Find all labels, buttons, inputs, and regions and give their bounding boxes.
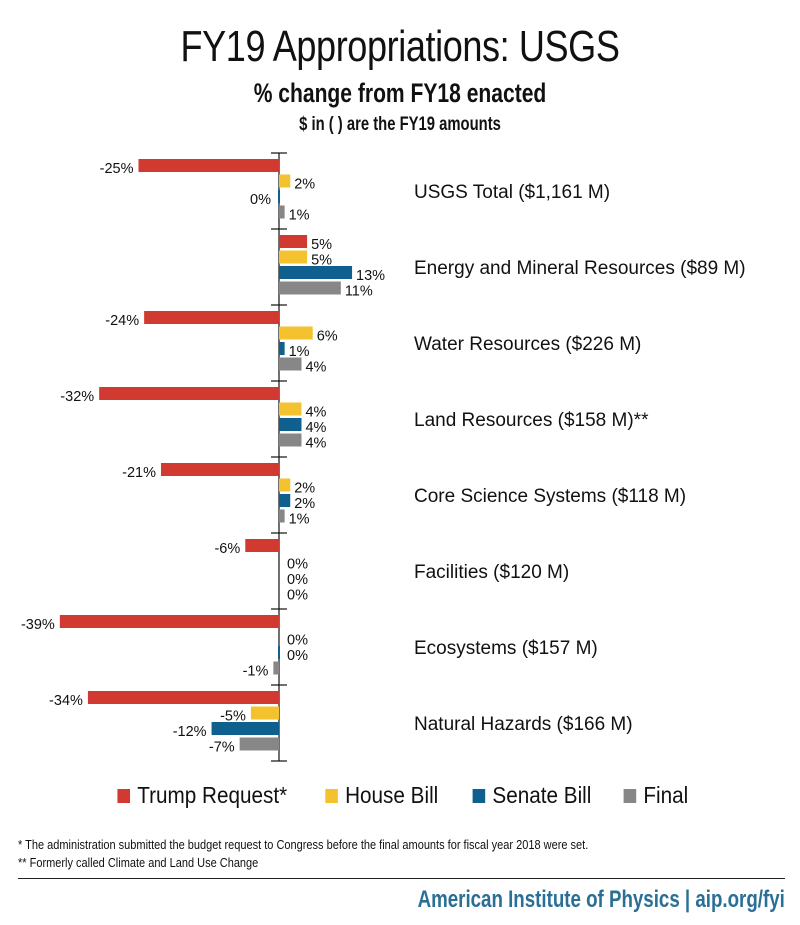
data-label: 4% — [305, 420, 326, 436]
data-label: -24% — [105, 313, 139, 329]
bar-trump-request — [87, 691, 279, 704]
bar-house-bill — [279, 402, 302, 416]
data-label: -5% — [220, 709, 246, 725]
data-label: 0% — [287, 572, 308, 588]
data-label: -32% — [60, 389, 94, 405]
data-label: 4% — [305, 405, 326, 421]
data-label: -7% — [209, 740, 235, 756]
legend-item-house-bill: House Bill — [324, 782, 438, 809]
legend-label: House Bill — [344, 782, 438, 808]
data-label: 4% — [305, 360, 326, 376]
category-label: Natural Hazards ($166 M) — [414, 714, 633, 735]
bar-chart: USGS Total ($1,161 M) -25% 2% 0% 1% Energy an… — [21, 152, 746, 762]
data-label: 1% — [289, 512, 310, 528]
bar-trump-request — [160, 463, 279, 476]
chart-subtitle: % change from FY18 enacted — [253, 78, 547, 108]
data-label: 1% — [289, 344, 310, 360]
data-label: -6% — [214, 541, 240, 557]
legend-item-final: Final — [623, 782, 689, 809]
legend: Trump Request* House Bill Senate Bill Fi… — [0, 782, 800, 809]
bar-final — [239, 737, 279, 751]
bar-house-bill — [250, 706, 279, 720]
chart-subtitle-note: $ in ( ) are the FY19 amounts — [299, 114, 501, 135]
legend-item-senate-bill: Senate Bill — [472, 782, 592, 809]
bar-trump-request — [245, 539, 279, 552]
legend-item-trump-request: Trump Request* — [117, 782, 287, 809]
bar-final — [279, 281, 341, 295]
data-label: 1% — [289, 208, 310, 224]
data-label: -12% — [173, 724, 207, 740]
bar-trump-request — [279, 235, 308, 248]
data-label: 2% — [294, 496, 315, 512]
footnote-2: ** Formerly called Climate and Land Use … — [18, 856, 259, 870]
category-label: Ecosystems ($157 M) — [414, 638, 598, 659]
data-label: 0% — [250, 192, 271, 208]
data-label: 5% — [311, 253, 332, 269]
data-label: 0% — [287, 588, 308, 604]
bar-house-bill — [279, 326, 313, 340]
bar-house-bill — [279, 250, 308, 264]
bar-senate-bill — [279, 342, 285, 355]
bar-senate-bill — [278, 190, 280, 203]
credit: American Institute of Physics | aip.org/… — [417, 886, 785, 913]
data-label: -39% — [21, 617, 55, 633]
data-label: -1% — [243, 664, 269, 680]
category-label: Energy and Mineral Resources ($89 M) — [414, 258, 746, 279]
chart-title: FY19 Appropriations: USGS — [180, 22, 620, 71]
bar-final — [279, 433, 302, 447]
bar-final — [279, 509, 285, 523]
bar-trump-request — [144, 311, 279, 324]
legend-swatch-senate-bill — [472, 788, 486, 803]
bar-trump-request — [99, 387, 279, 400]
data-label: 4% — [305, 436, 326, 452]
bar-trump-request — [138, 159, 279, 172]
legend-swatch-house-bill — [324, 788, 338, 803]
footnote-1: * The administration submitted the budge… — [18, 838, 589, 852]
bar-final — [279, 205, 285, 219]
data-label: 2% — [294, 177, 315, 193]
legend-label: Trump Request* — [137, 782, 288, 808]
data-label: 0% — [287, 557, 308, 573]
bar-house-bill — [279, 174, 291, 188]
data-label: -21% — [122, 465, 156, 481]
bar-senate-bill — [279, 266, 353, 279]
data-label: -34% — [49, 693, 83, 709]
category-label: Water Resources ($226 M) — [414, 334, 641, 355]
legend-swatch-final — [623, 788, 637, 803]
bar-senate-bill — [211, 722, 279, 735]
data-label: 6% — [317, 329, 338, 345]
category-label: Core Science Systems ($118 M) — [414, 486, 686, 507]
category-label: USGS Total ($1,161 M) — [414, 182, 610, 203]
data-label: 13% — [356, 268, 385, 284]
data-label: 2% — [294, 481, 315, 497]
bar-final — [273, 661, 279, 675]
data-label: 0% — [287, 633, 308, 649]
legend-swatch-trump-request — [117, 788, 131, 803]
bar-final — [279, 357, 302, 371]
category-label: Facilities ($120 M) — [414, 562, 569, 583]
bar-trump-request — [59, 615, 279, 628]
bar-senate-bill — [279, 418, 302, 431]
bar-house-bill — [279, 478, 291, 492]
data-label: 0% — [287, 648, 308, 664]
bar-senate-bill — [279, 494, 291, 507]
legend-label: Final — [643, 782, 689, 808]
category-label: Land Resources ($158 M)** — [414, 410, 649, 431]
bar-senate-bill — [278, 646, 280, 659]
divider — [18, 878, 785, 879]
data-label: 5% — [311, 237, 332, 253]
data-label: 11% — [345, 284, 373, 300]
data-label: -25% — [100, 161, 134, 177]
legend-label: Senate Bill — [492, 782, 592, 808]
